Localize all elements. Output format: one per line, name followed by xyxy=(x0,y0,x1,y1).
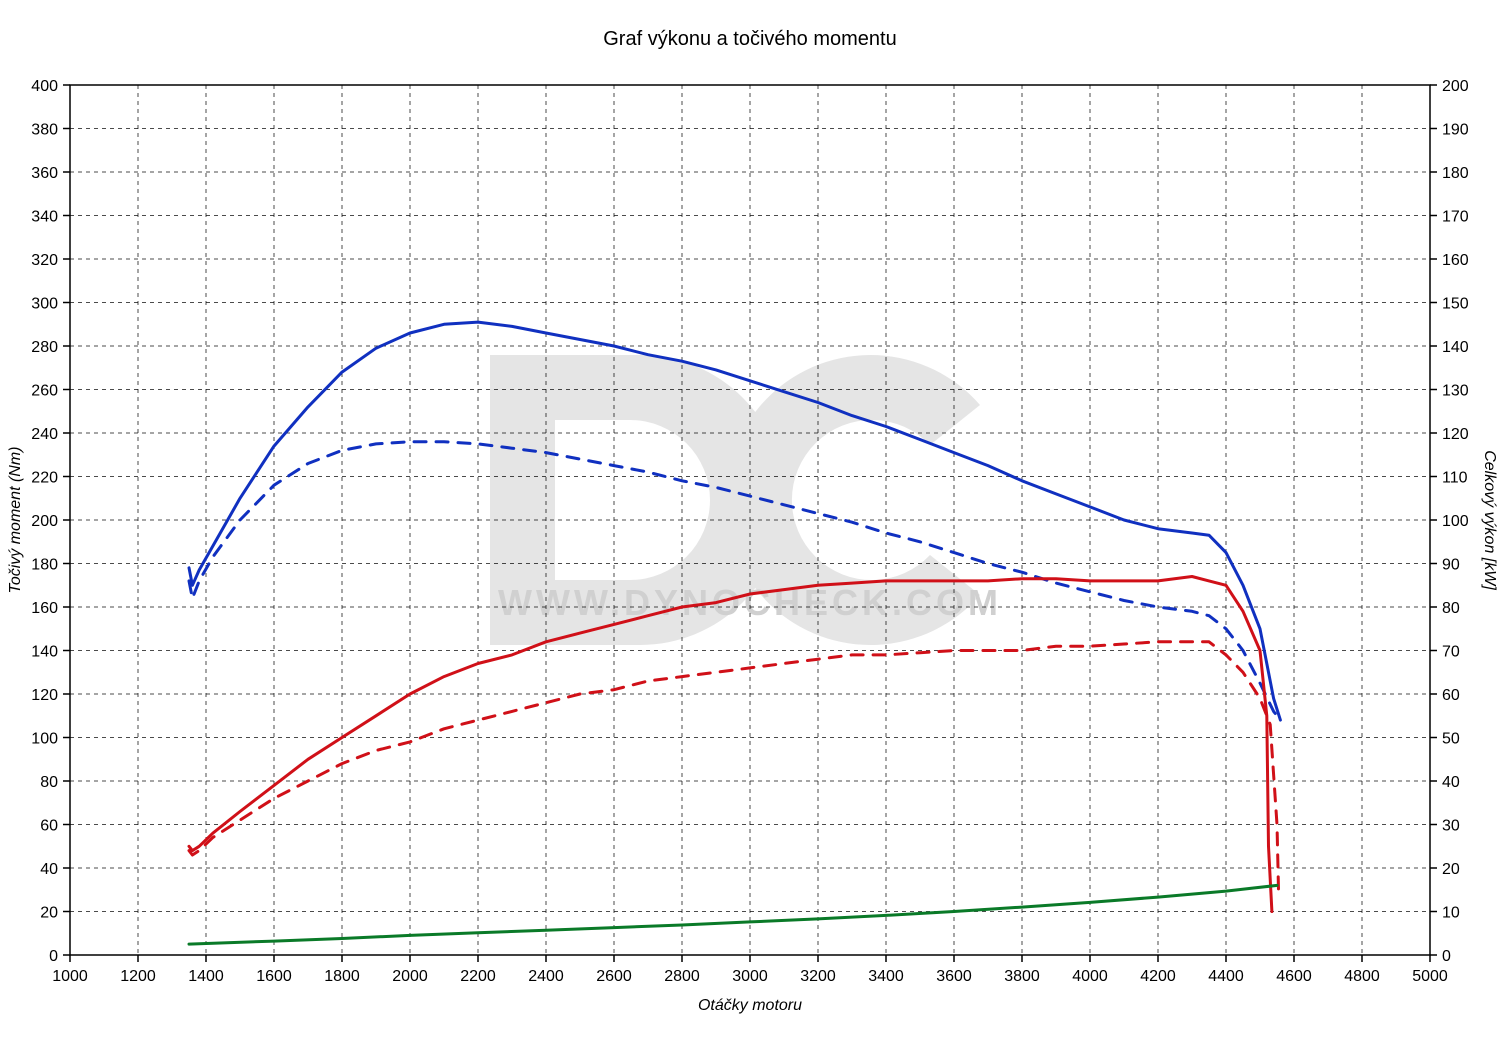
yl-tick-label: 220 xyxy=(31,470,58,487)
yr-tick-label: 100 xyxy=(1442,513,1469,530)
yl-tick-label: 180 xyxy=(31,557,58,574)
yl-tick-label: 240 xyxy=(31,426,58,443)
x-tick-label: 3600 xyxy=(936,968,972,985)
x-tick-label: 3200 xyxy=(800,968,836,985)
watermark: WWW.DYNOCHECK.COM xyxy=(490,355,1002,645)
x-tick-label: 2200 xyxy=(460,968,496,985)
yr-tick-label: 190 xyxy=(1442,122,1469,139)
x-tick-label: 1200 xyxy=(120,968,156,985)
yl-tick-label: 0 xyxy=(49,948,58,965)
yr-tick-label: 140 xyxy=(1442,339,1469,356)
yl-tick-label: 200 xyxy=(31,513,58,530)
yl-tick-label: 380 xyxy=(31,122,58,139)
x-tick-label: 1600 xyxy=(256,968,292,985)
y-right-axis-label: Celkový výkon [kW] xyxy=(1481,450,1498,590)
x-tick-label: 4000 xyxy=(1072,968,1108,985)
yr-tick-label: 50 xyxy=(1442,731,1460,748)
dyno-chart: WWW.DYNOCHECK.COM10001200140016001800200… xyxy=(0,0,1500,1040)
x-tick-label: 1400 xyxy=(188,968,224,985)
yr-tick-label: 110 xyxy=(1442,470,1468,487)
x-tick-label: 3400 xyxy=(868,968,904,985)
yl-tick-label: 80 xyxy=(40,774,58,791)
x-tick-label: 2000 xyxy=(392,968,428,985)
yl-tick-label: 280 xyxy=(31,339,58,356)
yr-tick-label: 200 xyxy=(1442,78,1469,95)
series-power-tuned xyxy=(189,577,1272,912)
x-tick-label: 2800 xyxy=(664,968,700,985)
yl-tick-label: 300 xyxy=(31,296,58,313)
series-losses xyxy=(189,885,1277,944)
yr-tick-label: 170 xyxy=(1442,209,1469,226)
yl-tick-label: 40 xyxy=(40,861,58,878)
x-tick-label: 5000 xyxy=(1412,968,1448,985)
yl-tick-label: 160 xyxy=(31,600,58,617)
yr-tick-label: 70 xyxy=(1442,644,1460,661)
x-tick-label: 3000 xyxy=(732,968,768,985)
yl-tick-label: 320 xyxy=(31,252,58,269)
x-tick-label: 1800 xyxy=(324,968,360,985)
yl-tick-label: 360 xyxy=(31,165,58,182)
chart-title: Graf výkonu a točivého momentu xyxy=(603,28,896,50)
yr-tick-label: 150 xyxy=(1442,296,1469,313)
x-tick-label: 4400 xyxy=(1208,968,1244,985)
x-tick-label: 3800 xyxy=(1004,968,1040,985)
y-left-axis-label: Točivý moment (Nm) xyxy=(7,447,24,594)
x-tick-label: 2400 xyxy=(528,968,564,985)
yr-tick-label: 40 xyxy=(1442,774,1460,791)
x-tick-label: 4200 xyxy=(1140,968,1176,985)
yr-tick-label: 0 xyxy=(1442,948,1451,965)
yr-tick-label: 30 xyxy=(1442,818,1460,835)
yr-tick-label: 60 xyxy=(1442,687,1460,704)
series-power-stock xyxy=(189,642,1279,899)
yr-tick-label: 130 xyxy=(1442,383,1469,400)
yr-tick-label: 160 xyxy=(1442,252,1469,269)
yl-tick-label: 400 xyxy=(31,78,58,95)
yr-tick-label: 180 xyxy=(1442,165,1469,182)
yr-tick-label: 120 xyxy=(1442,426,1469,443)
x-axis-label: Otáčky motoru xyxy=(698,997,802,1014)
yl-tick-label: 20 xyxy=(40,905,58,922)
yr-tick-label: 80 xyxy=(1442,600,1460,617)
x-tick-label: 2600 xyxy=(596,968,632,985)
x-tick-label: 4800 xyxy=(1344,968,1380,985)
yl-tick-label: 60 xyxy=(40,818,58,835)
x-tick-label: 4600 xyxy=(1276,968,1312,985)
yr-tick-label: 10 xyxy=(1442,905,1460,922)
yl-tick-label: 120 xyxy=(31,687,58,704)
yr-tick-label: 20 xyxy=(1442,861,1460,878)
x-tick-label: 1000 xyxy=(52,968,88,985)
yl-tick-label: 100 xyxy=(31,731,58,748)
yl-tick-label: 140 xyxy=(31,644,58,661)
yl-tick-label: 260 xyxy=(31,383,58,400)
yr-tick-label: 90 xyxy=(1442,557,1460,574)
yl-tick-label: 340 xyxy=(31,209,58,226)
